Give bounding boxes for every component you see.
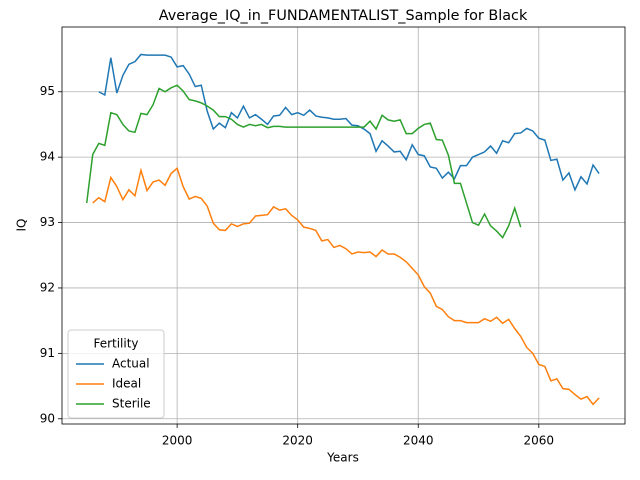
x-tick-label: 2060 (524, 434, 555, 448)
y-tick-label: 94 (40, 150, 55, 164)
y-tick-label: 92 (40, 280, 55, 294)
x-tick-label: 2020 (282, 434, 313, 448)
y-tick-label: 95 (40, 84, 55, 98)
legend-box (67, 329, 165, 419)
y-axis-label: IQ (15, 219, 29, 232)
legend-title: Fertility (93, 337, 138, 351)
chart-title: Average_IQ_in_FUNDAMENTALIST_Sample for … (159, 8, 528, 24)
x-tick-label: 2000 (162, 434, 193, 448)
line-series (92, 166, 600, 406)
legend-label: Actual (112, 357, 150, 371)
legend-label: Sterile (112, 397, 151, 411)
plot-frame (61, 26, 626, 425)
x-axis-label: Years (326, 451, 359, 465)
y-tick-label: 90 (40, 411, 55, 425)
line-series (98, 53, 600, 192)
x-tick-label: 2040 (403, 434, 434, 448)
y-tick-label: 93 (40, 215, 55, 229)
legend-label: Ideal (112, 377, 141, 391)
line-series (85, 84, 522, 239)
y-tick-label: 91 (40, 346, 55, 360)
